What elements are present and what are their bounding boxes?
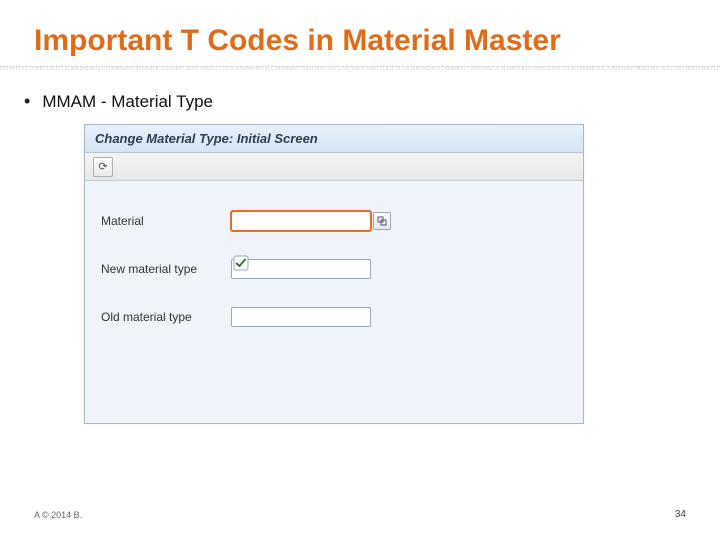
slide: Important T Codes in Material Master 011… — [0, 0, 720, 540]
new-type-input[interactable] — [231, 259, 371, 279]
field-row-new-type: New material type — [101, 257, 567, 281]
page-number: 34 — [675, 509, 686, 520]
material-f4-button[interactable] — [373, 212, 391, 230]
material-input-wrap — [231, 211, 391, 231]
sap-toolbar: ⟳ — [85, 153, 583, 181]
old-type-input[interactable] — [231, 307, 371, 327]
material-input[interactable] — [231, 211, 371, 231]
sap-body: Material New material type Old material … — [85, 181, 583, 423]
material-label: Material — [101, 214, 231, 228]
refresh-icon: ⟳ — [98, 160, 107, 173]
bullet-row: • MMAM - Material Type — [24, 92, 213, 112]
check-icon — [233, 255, 249, 271]
bullet-text: MMAM - Material Type — [42, 92, 213, 112]
slide-title: Important T Codes in Material Master — [34, 24, 561, 58]
sap-window: Change Material Type: Initial Screen ⟳ M… — [84, 124, 584, 424]
new-type-label: New material type — [101, 262, 231, 276]
old-type-label: Old material type — [101, 310, 231, 324]
footer-copyright: A © 2014 B. — [34, 510, 82, 520]
old-type-input-wrap — [231, 307, 371, 327]
search-help-icon — [377, 216, 387, 226]
field-row-old-type: Old material type — [101, 305, 567, 329]
refresh-button[interactable]: ⟳ — [93, 157, 113, 177]
bullet-glyph: • — [24, 92, 30, 110]
sap-window-title: Change Material Type: Initial Screen — [85, 125, 583, 153]
field-row-material: Material — [101, 209, 567, 233]
title-divider — [0, 66, 720, 68]
new-type-input-wrap — [231, 259, 371, 279]
